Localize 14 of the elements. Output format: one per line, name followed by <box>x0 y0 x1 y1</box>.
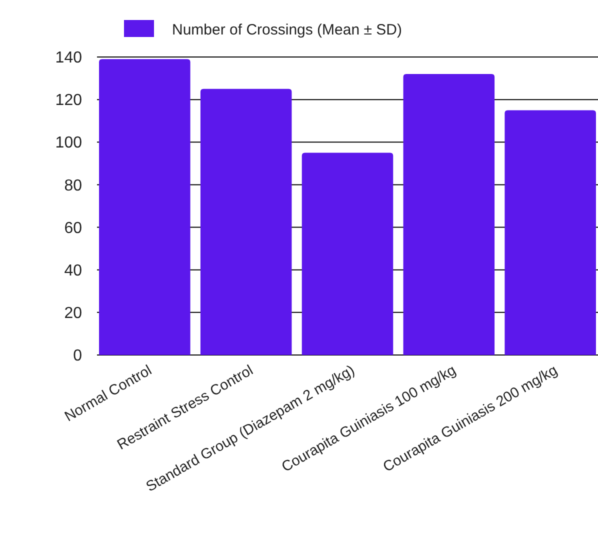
y-tick-label: 20 <box>64 305 82 322</box>
y-tick-label: 40 <box>64 262 82 280</box>
bar <box>302 152 394 355</box>
bar <box>403 74 495 355</box>
y-tick-label: 100 <box>55 134 82 152</box>
y-tick-label: 80 <box>64 177 82 194</box>
bar <box>504 110 596 355</box>
y-tick-label: 60 <box>64 220 82 237</box>
legend-label: Number of Crossings (Mean ± SD) <box>172 21 402 38</box>
bar <box>99 59 190 355</box>
y-tick-label: 120 <box>55 92 82 110</box>
y-tick-label: 140 <box>55 50 82 67</box>
y-tick-label: 0 <box>73 348 82 365</box>
bar <box>200 88 292 355</box>
